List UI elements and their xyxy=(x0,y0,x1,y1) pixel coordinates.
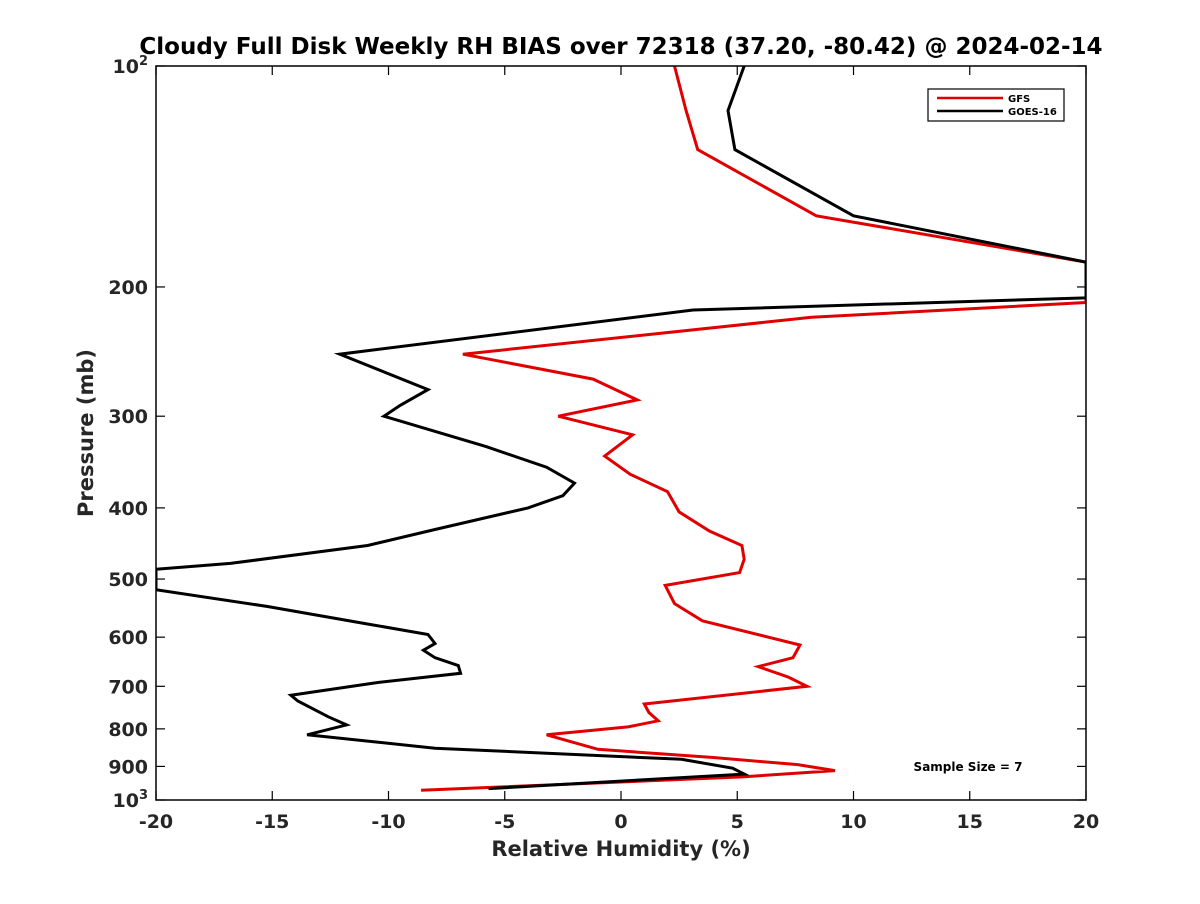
x-tick-label: -10 xyxy=(371,811,405,833)
chart-legend: GFS GOES-16 xyxy=(927,88,1065,122)
x-tick-label: -20 xyxy=(139,811,173,833)
y-tick-label: 900 xyxy=(108,756,148,778)
y-tick-label: 500 xyxy=(108,569,148,591)
x-tick-label: 15 xyxy=(957,811,983,833)
x-tick-label: 10 xyxy=(840,811,866,833)
y-tick-label: 400 xyxy=(108,498,148,520)
series-line-goes16 xyxy=(156,66,1086,791)
x-tick-label: 5 xyxy=(731,811,744,833)
sample-size-annotation: Sample Size = 7 xyxy=(914,760,1023,774)
y-axis: 102 200 300 400 500 600 700 800 900 103 xyxy=(108,54,1086,812)
y-tick-label: 102 xyxy=(113,54,149,78)
x-tick-label: -5 xyxy=(494,811,515,833)
y-tick-label: 300 xyxy=(108,406,148,428)
legend-label-gfs: GFS xyxy=(1008,94,1030,105)
series-line-gfs xyxy=(421,66,1086,792)
series-group xyxy=(156,66,1086,792)
x-tick-label: 0 xyxy=(614,811,627,833)
y-tick-label: 600 xyxy=(108,627,148,649)
y-tick-label: 800 xyxy=(108,719,148,741)
y-axis-label: Pressure (mb) xyxy=(74,349,98,517)
legend-label-goes16: GOES-16 xyxy=(1008,107,1057,118)
x-axis: -20 -15 -10 -5 0 5 10 15 20 xyxy=(139,66,1099,833)
x-tick-label: -15 xyxy=(255,811,289,833)
y-tick-label: 700 xyxy=(108,676,148,698)
y-tick-label: 103 xyxy=(113,788,149,812)
legend-box xyxy=(927,88,1065,122)
y-tick-label: 200 xyxy=(108,277,148,299)
x-tick-label: 20 xyxy=(1073,811,1099,833)
chart-title: Cloudy Full Disk Weekly RH BIAS over 723… xyxy=(139,34,1102,60)
x-axis-label: Relative Humidity (%) xyxy=(491,837,750,861)
